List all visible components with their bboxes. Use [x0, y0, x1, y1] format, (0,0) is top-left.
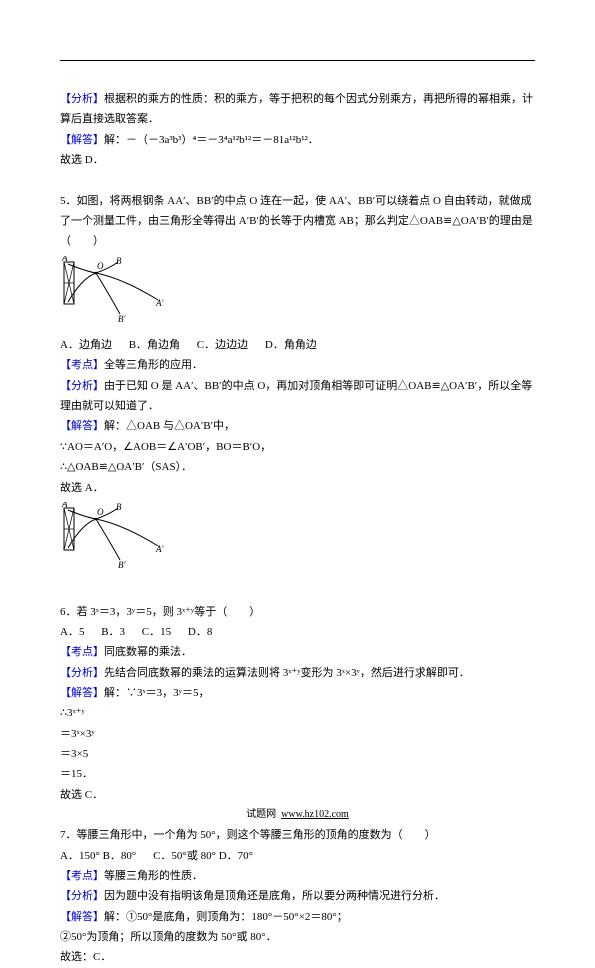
svg-text:B′: B′ — [118, 314, 126, 324]
jieda-label: 【解答】 — [60, 420, 104, 432]
q6-optD: D．8 — [188, 626, 212, 638]
q7-optA: A．150° — [60, 850, 100, 862]
fenxi-label: 【分析】 — [60, 93, 104, 105]
q5-figure-2: A B O A′ B′ — [60, 502, 170, 570]
kaodian-label: 【考点】 — [60, 870, 104, 882]
q5-fenxi: 【分析】由于已知 O 是 AA′、BB′的中点 O，再加对顶角相等即可证明△OA… — [60, 376, 535, 417]
q6-stem: 6．若 3ˣ＝3，3ʸ＝5，则 3ˣ⁺ʸ等于（ ） — [60, 602, 535, 622]
q6-fenxi-text: 先结合同底数幂的乘法的运算法则将 3ˣ⁺ʸ变形为 3ˣ×3ʸ，然后进行求解即可． — [104, 667, 470, 679]
horizontal-rule — [60, 60, 535, 61]
footer: 试题网 www.hz102.com — [0, 806, 595, 825]
q7-stem: 7．等腰三角形中，一个角为 50°，则这个等腰三角形的顶角的度数为（ ） — [60, 825, 535, 845]
q7-jieda1-text: 解：①50°是底角，则顶角为：180°－50°×2＝80°； — [104, 911, 348, 923]
q7-fenxi: 【分析】因为题中没有指明该角是顶角还是底角，所以要分两种情况进行分析． — [60, 886, 535, 906]
svg-text:A: A — [61, 256, 68, 263]
q7-jieda1: 【解答】解：①50°是底角，则顶角为：180°－50°×2＝80°； — [60, 907, 535, 927]
fenxi-label: 【分析】 — [60, 380, 104, 392]
q5-options: A．边角边 B．角边角 C．边边边 D．角角边 — [60, 335, 535, 355]
q7-guxuan: 故选：C． — [60, 947, 535, 967]
q6-jieda1: 【解答】解：∵3ˣ＝3，3ʸ＝5， — [60, 683, 535, 703]
q7-kaodian-text: 等腰三角形的性质． — [104, 870, 203, 882]
svg-text:B′: B′ — [118, 560, 126, 570]
q7-options: A．150° B．80° C．50°或 80° D．70° — [60, 846, 535, 866]
q5-jieda1-text: 解：△OAB 与△OA′B′中， — [104, 420, 235, 432]
q5-optA: A．边角边 — [60, 339, 112, 351]
q6-kaodian-text: 同底数幂的乘法． — [104, 646, 192, 658]
svg-text:B: B — [116, 256, 122, 266]
fenxi-label: 【分析】 — [60, 667, 104, 679]
q7-jieda2: ②50°为顶角；所以顶角的度数为 50°或 80°． — [60, 927, 535, 947]
fenxi-label: 【分析】 — [60, 890, 104, 902]
footer-link[interactable]: www.hz102.com — [281, 809, 349, 820]
svg-text:O: O — [97, 261, 104, 271]
q6-kaodian: 【考点】同底数幂的乘法． — [60, 642, 535, 662]
jieda-label: 【解答】 — [60, 687, 104, 699]
q6-optA: A．5 — [60, 626, 84, 638]
q4-jieda-text: 解：－（－3a³b³）⁴＝－3⁴a¹²b¹²＝－81a¹²b¹²． — [104, 134, 319, 146]
q5-kaodian-text: 全等三角形的应用． — [104, 359, 203, 371]
q5-figure-1: A B O A′ B′ — [60, 256, 170, 324]
q5-optB: B．角边角 — [129, 339, 180, 351]
jieda-label: 【解答】 — [60, 134, 104, 146]
q5-fenxi-text: 由于已知 O 是 AA′、BB′的中点 O，再加对顶角相等即可证明△OAB≌△O… — [60, 380, 532, 412]
q6-optB: B．3 — [101, 626, 125, 638]
q6-fenxi: 【分析】先结合同底数幂的乘法的运算法则将 3ˣ⁺ʸ变形为 3ˣ×3ʸ，然后进行求… — [60, 663, 535, 683]
q5-kaodian: 【考点】全等三角形的应用． — [60, 355, 535, 375]
q6-jieda3: ＝3ˣ×3ʸ — [60, 724, 535, 744]
q7-kaodian: 【考点】等腰三角形的性质． — [60, 866, 535, 886]
svg-text:O: O — [97, 507, 104, 517]
kaodian-label: 【考点】 — [60, 646, 104, 658]
q5-optC: C．边边边 — [197, 339, 248, 351]
q6-jiedatext: 解：∵3ˣ＝3，3ʸ＝5， — [104, 687, 209, 699]
q7-optC: C．50°或 80° — [153, 850, 216, 862]
q6-optC: C．15 — [142, 626, 171, 638]
q5-jieda1: 【解答】解：△OAB 与△OA′B′中， — [60, 416, 535, 436]
q6-jieda5: ＝15． — [60, 764, 535, 784]
q6-jieda4: ＝3×5 — [60, 744, 535, 764]
q6-options: A．5 B．3 C．15 D．8 — [60, 622, 535, 642]
kaodian-label: 【考点】 — [60, 359, 104, 371]
q7-fenxi-text: 因为题中没有指明该角是顶角还是底角，所以要分两种情况进行分析． — [104, 890, 445, 902]
q6-jieda2: ∴3ˣ⁺ʸ — [60, 703, 535, 723]
q4-fenxi-text: 根据积的乘方的性质：积的乘方，等于把积的每个因式分别乘方，再把所得的幂相乘，计算… — [60, 93, 533, 125]
q7-optB: B．80° — [103, 850, 137, 862]
q5-guxuan: 故选 A． — [60, 478, 535, 498]
q5-jieda2: ∵AO＝A′O，∠AOB＝∠A′OB′，BO＝B′O， — [60, 437, 535, 457]
q4-jieda: 【解答】解：－（－3a³b³）⁴＝－3⁴a¹²b¹²＝－81a¹²b¹²． — [60, 130, 535, 150]
q4-fenxi: 【分析】根据积的乘方的性质：积的乘方，等于把积的每个因式分别乘方，再把所得的幂相… — [60, 89, 535, 130]
q5-optD: D．角角边 — [265, 339, 317, 351]
q4-guxuan: 故选 D． — [60, 150, 535, 170]
footer-label: 试题网 — [246, 809, 276, 820]
svg-text:B: B — [116, 502, 122, 512]
jieda-label: 【解答】 — [60, 911, 104, 923]
q6-guxuan: 故选 C． — [60, 785, 535, 805]
q7-optD: D．70° — [219, 850, 253, 862]
q5-jieda3: ∴△OAB≌△OA′B′（SAS）． — [60, 457, 535, 477]
q5-stem: 5．如图，将两根钢条 AA′、BB′的中点 O 连在一起，使 AA′、BB′可以… — [60, 191, 535, 252]
svg-text:A: A — [61, 502, 68, 509]
